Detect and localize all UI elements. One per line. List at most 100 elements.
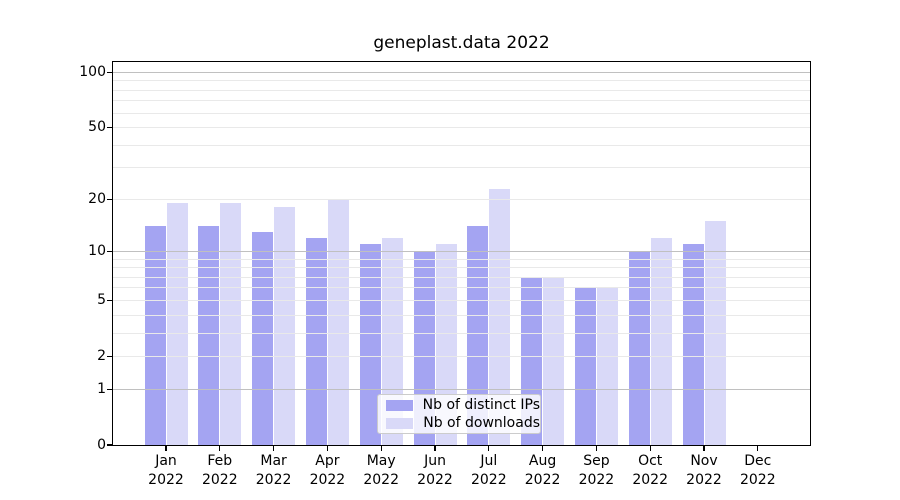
x-tick-label-line: Apr xyxy=(315,453,340,469)
x-tick-label-line: Jun xyxy=(424,453,446,469)
y-tick-mark xyxy=(107,388,112,390)
x-tick-label-line: 2022 xyxy=(417,472,453,488)
legend: Nb of distinct IPs Nb of downloads xyxy=(377,394,541,434)
bar-downloads xyxy=(596,287,618,445)
x-tick-label: Apr 2022 xyxy=(299,452,355,490)
bar-distinct-ips xyxy=(198,226,220,445)
y-tick-label: 100 xyxy=(79,64,106,80)
x-tick-label-line: 2022 xyxy=(524,472,561,488)
x-tick-label: Aug 2022 xyxy=(515,452,571,490)
gridline-major xyxy=(113,250,810,252)
y-tick-mark xyxy=(107,355,112,357)
gridline-minor xyxy=(113,332,810,334)
gridline-minor xyxy=(113,80,810,82)
x-tick-label-line: 2022 xyxy=(255,472,292,488)
x-tick-label: Mar 2022 xyxy=(246,452,302,490)
plot-area: Nb of distinct IPs Nb of downloads xyxy=(112,61,811,446)
x-tick-label-line: Mar xyxy=(260,453,287,469)
gridline-minor xyxy=(113,167,810,169)
x-tick-mark xyxy=(649,446,651,451)
y-tick-mark xyxy=(107,198,112,200)
x-tick-mark xyxy=(219,446,221,451)
gridline-minor xyxy=(113,89,810,91)
y-tick-mark xyxy=(107,127,112,129)
x-tick-label-line: Aug xyxy=(528,453,557,469)
y-tick-label: 0 xyxy=(97,436,106,453)
x-tick-label: Jan 2022 xyxy=(138,452,194,490)
x-tick-label-line: Oct xyxy=(638,453,663,469)
x-tick-label: Dec 2022 xyxy=(730,452,786,490)
gridline-major xyxy=(113,388,810,390)
x-tick-label-line: 2022 xyxy=(363,472,399,488)
y-tick-mark xyxy=(107,444,112,446)
bar-distinct-ips xyxy=(467,226,489,445)
x-tick-mark xyxy=(165,446,167,451)
bar-downloads xyxy=(543,277,565,445)
x-tick-label: Jul 2022 xyxy=(461,452,517,490)
legend-swatch-distinct-ips xyxy=(386,399,413,411)
legend-label-downloads: Nb of downloads xyxy=(423,415,540,431)
legend-item-distinct-ips: Nb of distinct IPs xyxy=(378,397,540,413)
x-tick-label-line: Jan xyxy=(155,453,177,469)
bar-downloads xyxy=(489,188,511,445)
y-tick-label: 5 xyxy=(97,291,106,308)
gridline-minor xyxy=(113,127,810,129)
y-tick-mark xyxy=(107,250,112,252)
bar-downloads xyxy=(650,238,672,445)
gridline-minor xyxy=(113,144,810,146)
x-tick-label-line: Jul xyxy=(480,453,498,469)
gridline-major xyxy=(113,72,810,73)
bar-distinct-ips xyxy=(628,251,650,445)
gridline-minor xyxy=(113,267,810,269)
x-tick-label: Sep 2022 xyxy=(568,452,624,490)
bar-distinct-ips xyxy=(574,287,596,445)
y-tick-label: 50 xyxy=(88,119,106,136)
y-tick-label: 1 xyxy=(97,380,106,397)
bar-downloads xyxy=(274,207,296,445)
x-tick-label-line: 2022 xyxy=(309,472,346,488)
y-tick-mark xyxy=(107,71,112,74)
x-tick-mark xyxy=(488,446,490,451)
bar-downloads xyxy=(381,238,403,445)
y-tick-label: 20 xyxy=(88,190,106,207)
gridline-minor xyxy=(113,314,810,316)
bar-distinct-ips xyxy=(252,232,274,445)
bar-distinct-ips xyxy=(682,244,704,445)
x-tick-mark xyxy=(595,446,597,451)
x-tick-label-line: 2022 xyxy=(201,472,238,488)
x-tick-label-line: 2022 xyxy=(470,472,507,488)
bar-downloads xyxy=(220,203,242,445)
chart-title: geneplast.data 2022 xyxy=(373,33,550,53)
gridline-minor xyxy=(113,198,810,200)
bar-distinct-ips xyxy=(359,244,381,445)
bar-downloads xyxy=(327,199,349,445)
x-tick-label: Feb 2022 xyxy=(192,452,248,490)
x-tick-label: Nov 2022 xyxy=(676,452,732,490)
x-tick-label-line: 2022 xyxy=(686,472,722,488)
x-tick-label: May 2022 xyxy=(353,452,409,490)
legend-swatch-downloads xyxy=(386,417,414,429)
bar-distinct-ips xyxy=(144,226,166,445)
x-tick-label-line: Feb xyxy=(207,453,233,469)
x-tick-label-line: Dec xyxy=(744,453,772,469)
gridline-minor xyxy=(113,276,810,278)
gridline-minor xyxy=(113,258,810,260)
x-tick-label-line: Sep xyxy=(583,453,610,469)
bar-downloads xyxy=(166,203,188,445)
x-tick-mark xyxy=(434,446,436,451)
y-tick-label: 2 xyxy=(97,347,106,364)
gridline-minor xyxy=(113,355,810,357)
x-tick-mark xyxy=(273,446,275,451)
legend-label-distinct-ips: Nb of distinct IPs xyxy=(422,397,540,413)
gridline-minor xyxy=(113,299,810,301)
gridline-minor xyxy=(113,100,810,102)
x-tick-mark xyxy=(326,446,328,451)
x-tick-mark xyxy=(380,446,382,451)
x-tick-label: Jun 2022 xyxy=(407,452,463,490)
x-tick-label-line: 2022 xyxy=(578,472,615,488)
x-tick-label-line: 2022 xyxy=(632,472,668,488)
x-tick-label-line: Nov xyxy=(690,453,718,469)
x-tick-label-line: 2022 xyxy=(739,472,776,488)
gridline-minor xyxy=(113,287,810,289)
